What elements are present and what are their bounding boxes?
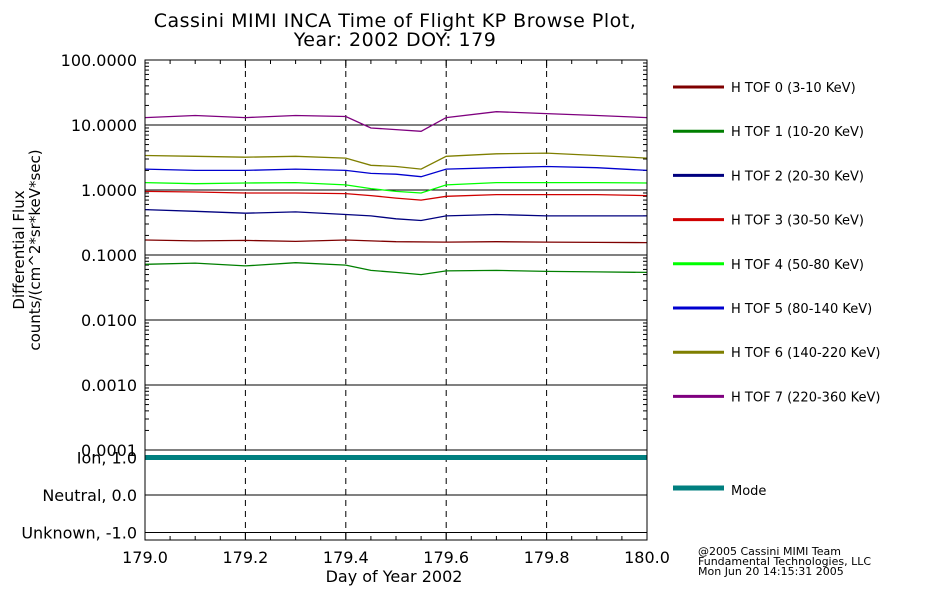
series-line-tof-6 [144, 152, 648, 170]
x-tick-label: 180.0 [624, 548, 670, 567]
flux-y-tick-label: 100.0000 [61, 51, 137, 70]
legend-label-tof-4: H TOF 4 (50-80 KeV) [731, 258, 864, 273]
series-line-tof-5 [144, 165, 648, 178]
y-axis-label-line-1: Differential Flux [10, 190, 28, 309]
x-tick-label: 179.0 [122, 548, 168, 567]
mode-y-tick-label: Neutral, 0.0 [42, 486, 137, 505]
flux-y-tick-label: 10.0000 [71, 116, 137, 135]
credit-company: Fundamental Technologies, LLC [698, 555, 872, 568]
series-line-tof-0 [144, 239, 648, 244]
legend-label-tof-3: H TOF 3 (30-50 KeV) [731, 214, 864, 229]
legend-label-tof-5: H TOF 5 (80-140 KeV) [731, 302, 872, 317]
flux-y-tick-label: 0.0010 [81, 376, 137, 395]
mode-plot-frame [144, 449, 648, 541]
flux-y-tick-label: 0.0100 [81, 311, 137, 330]
series-line-tof-3 [144, 190, 648, 201]
x-tick-label: 179.6 [423, 548, 469, 567]
mode-y-tick-label: Ion, 1.0 [77, 449, 137, 468]
credit-team: @2005 Cassini MIMI Team [698, 545, 841, 558]
flux-y-tick-label: 0.0001 [81, 441, 137, 460]
y-axis-label-line-2: counts/(cm^2*sr*keV*sec) [26, 149, 44, 350]
mode-y-tick-label: Unknown, -1.0 [21, 524, 137, 543]
x-tick-label: 179.4 [323, 548, 369, 567]
series-line-tof-2 [144, 208, 647, 222]
series-line-tof-7 [144, 111, 648, 132]
series-line-tof-4 [144, 181, 648, 194]
chart-title-line-2: Year: 2002 DOY: 179 [293, 29, 497, 51]
series-line-tof-1 [144, 262, 648, 276]
x-tick-label: 179.2 [222, 548, 268, 567]
flux-y-tick-label: 1.0000 [81, 181, 137, 200]
legend-label-tof-1: H TOF 1 (10-20 KeV) [731, 125, 864, 140]
credit-timestamp: Mon Jun 20 14:15:31 2005 [698, 565, 844, 578]
x-axis-label: Day of Year 2002 [326, 567, 463, 586]
legend-label-mode: Mode [731, 484, 766, 499]
legend-label-tof-6: H TOF 6 (140-220 KeV) [731, 346, 880, 361]
flux-y-tick-label: 0.1000 [81, 246, 137, 265]
legend-label-tof-0: H TOF 0 (3-10 KeV) [731, 81, 856, 96]
chart-title-line-1: Cassini MIMI INCA Time of Flight KP Brow… [153, 10, 637, 32]
x-tick-label: 179.8 [524, 548, 570, 567]
legend-label-tof-2: H TOF 2 (20-30 KeV) [731, 169, 864, 184]
legend-label-tof-7: H TOF 7 (220-360 KeV) [731, 390, 880, 405]
